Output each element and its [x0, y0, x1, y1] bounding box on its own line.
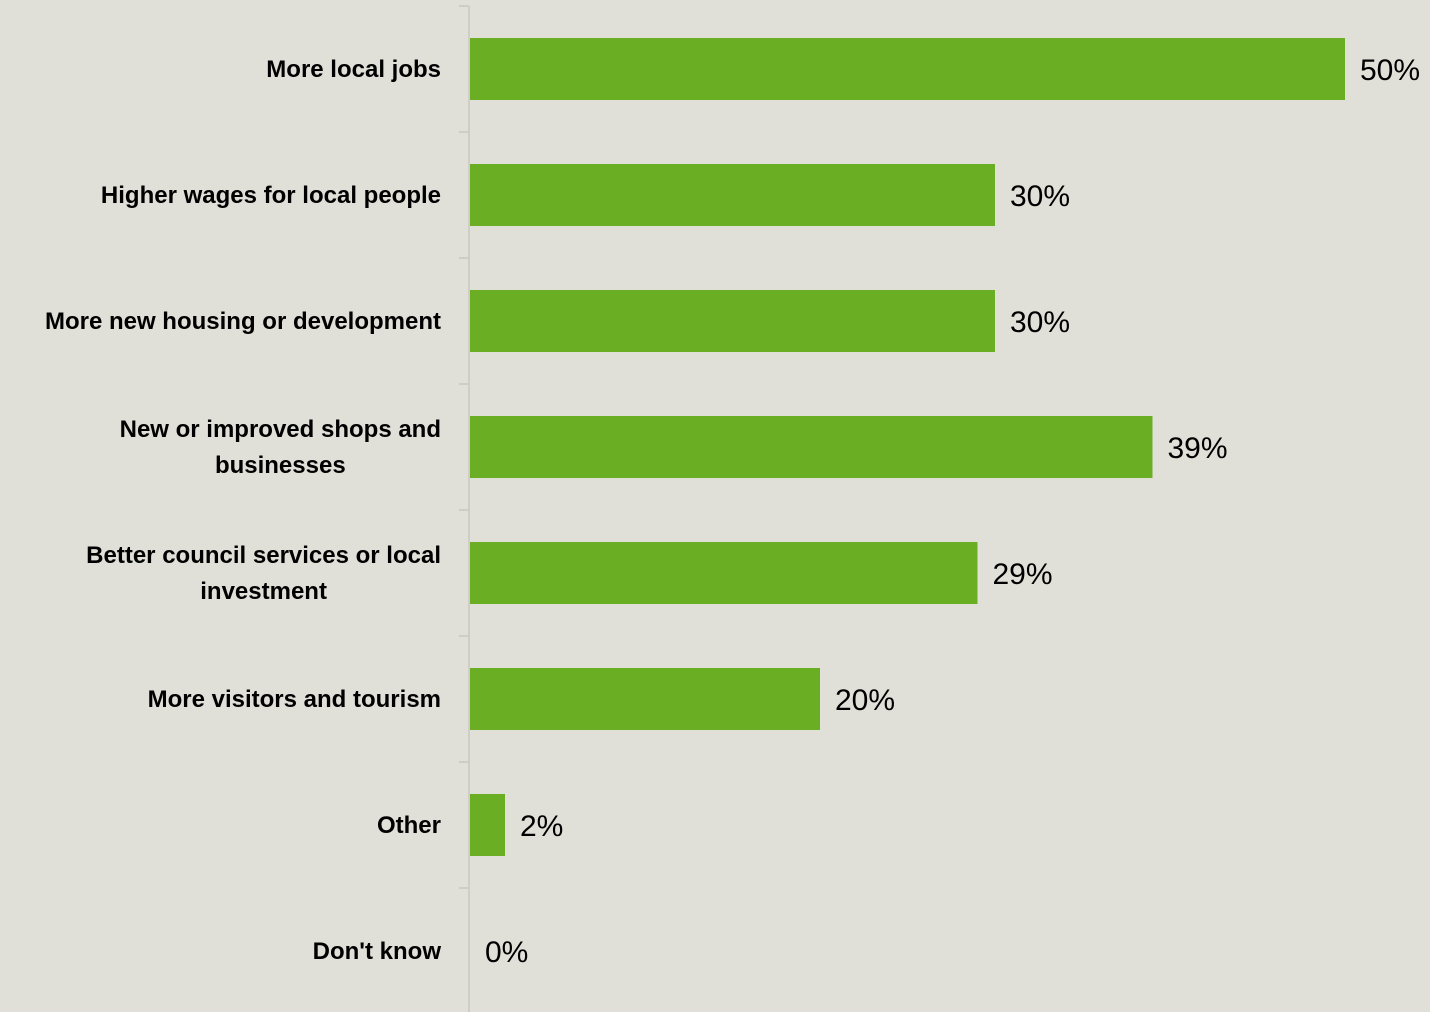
category-label: Higher wages for local people	[101, 182, 441, 209]
bar	[470, 164, 995, 226]
value-label: 30%	[1010, 180, 1070, 213]
value-label: 0%	[485, 936, 528, 969]
bar	[470, 38, 1345, 100]
category-label: More local jobs	[266, 56, 441, 83]
value-label: 30%	[1010, 306, 1070, 339]
category-label-line: More visitors and tourism	[148, 686, 441, 713]
category-label-line: Better council services or local	[86, 542, 441, 569]
category-label: Don't know	[313, 938, 442, 965]
bar	[470, 290, 995, 352]
category-label-line: More new housing or development	[45, 308, 441, 335]
category-label: New or improved shops and businesses	[120, 416, 441, 479]
bars-group	[470, 38, 1345, 856]
category-label-line: Higher wages for local people	[101, 182, 441, 209]
axis-ticks	[459, 5, 469, 889]
category-label-line: New or improved shops and	[120, 416, 441, 443]
value-label: 50%	[1360, 54, 1420, 87]
category-label: More visitors and tourism	[148, 686, 441, 713]
category-label: Better council services or local investme…	[86, 542, 441, 605]
category-label-line: Other	[377, 812, 441, 839]
category-label-line: More local jobs	[266, 56, 441, 83]
bar	[470, 794, 505, 856]
bar	[470, 668, 820, 730]
category-labels-group: More local jobs Higher wages for local pe…	[45, 56, 441, 965]
value-label: 39%	[1168, 432, 1228, 465]
category-label-line: investment	[200, 578, 327, 605]
category-label: Other	[377, 812, 441, 839]
category-label-line: businesses	[215, 452, 346, 479]
value-label: 20%	[835, 684, 895, 717]
value-label: 2%	[520, 810, 563, 843]
category-label: More new housing or development	[45, 308, 441, 335]
value-label: 29%	[993, 558, 1053, 591]
bar	[470, 416, 1153, 478]
value-labels-group: 50% 30% 30% 39% 29% 20% 2% 0%	[485, 54, 1420, 969]
bar	[470, 542, 978, 604]
category-label-line: Don't know	[313, 938, 442, 965]
